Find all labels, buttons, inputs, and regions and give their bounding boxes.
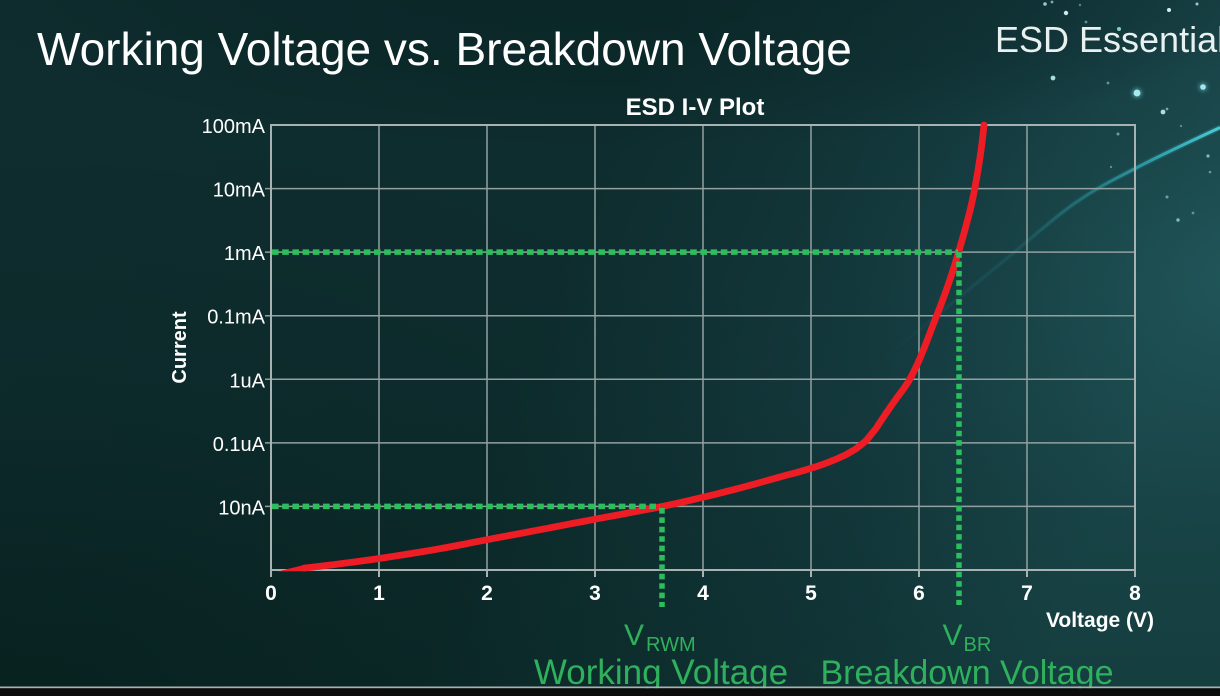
svg-text:1mA: 1mA [224, 243, 266, 265]
svg-text:0: 0 [265, 582, 277, 605]
svg-text:V: V [624, 619, 644, 652]
svg-text:ESD I-V Plot: ESD I-V Plot [626, 94, 765, 121]
svg-text:3: 3 [589, 582, 601, 605]
svg-text:ESD Essentials: ESD Essentials [995, 19, 1220, 60]
svg-text:0.1mA: 0.1mA [207, 307, 265, 329]
svg-text:Working Voltage: Working Voltage [534, 653, 788, 692]
svg-text:RWM: RWM [646, 634, 696, 656]
svg-text:4: 4 [697, 582, 709, 605]
svg-text:1uA: 1uA [229, 370, 265, 392]
svg-text:Breakdown Voltage: Breakdown Voltage [821, 654, 1114, 692]
svg-text:Voltage (V): Voltage (V) [1046, 609, 1154, 632]
svg-text:7: 7 [1021, 582, 1033, 605]
svg-text:Current: Current [169, 311, 191, 384]
svg-text:Working Voltage vs. Breakdown: Working Voltage vs. Breakdown Voltage [37, 23, 852, 75]
svg-text:V: V [943, 619, 963, 652]
svg-text:1: 1 [373, 582, 385, 605]
svg-text:6: 6 [913, 582, 925, 605]
svg-text:100mA: 100mA [202, 116, 266, 138]
svg-text:BR: BR [964, 634, 992, 656]
svg-text:5: 5 [805, 582, 817, 605]
svg-text:8: 8 [1129, 582, 1141, 605]
svg-text:10nA: 10nA [218, 497, 265, 519]
svg-text:0.1uA: 0.1uA [213, 434, 266, 456]
svg-text:10mA: 10mA [213, 180, 266, 202]
svg-text:2: 2 [481, 582, 493, 605]
